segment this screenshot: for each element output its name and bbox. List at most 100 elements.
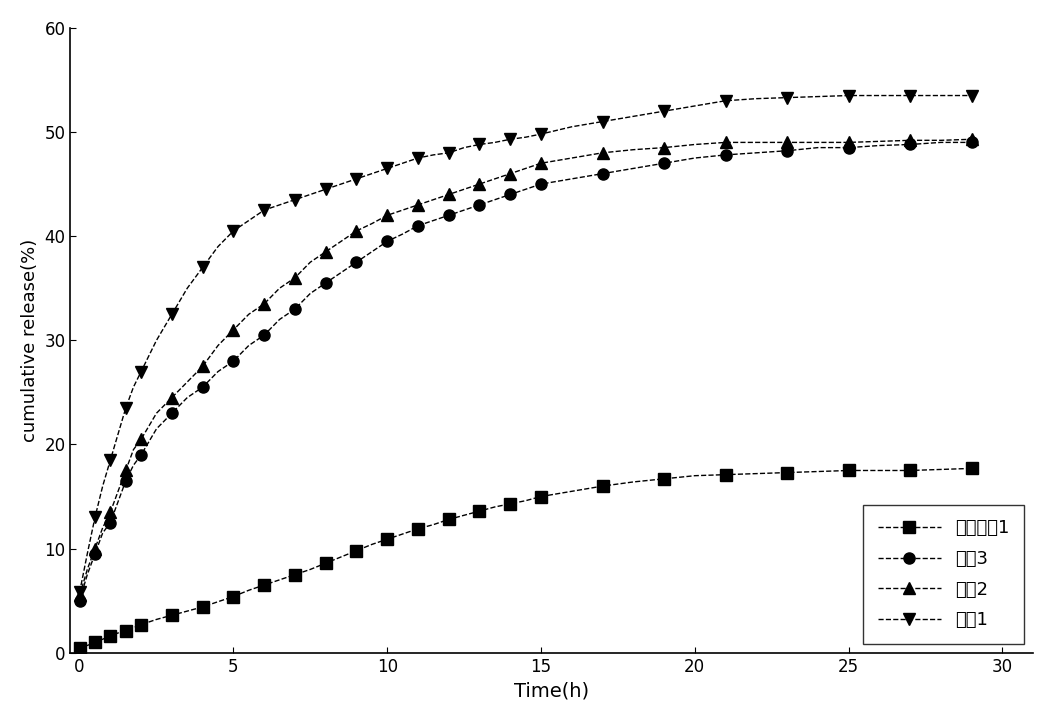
样品3 [627,164,640,173]
样品1 [412,154,425,162]
对比样品1 [443,515,455,523]
样品2 [258,299,271,308]
样品1 [534,130,547,138]
样品2 [489,174,502,183]
样品3 [935,138,948,147]
样品1 [319,185,332,194]
样品1 [258,205,271,214]
样品2 [350,226,363,235]
对比样品1 [750,469,763,478]
对比样品1 [719,470,731,479]
对比样品1 [227,592,239,601]
X-axis label: Time(h): Time(h) [514,681,589,700]
样品3 [489,195,502,204]
样品3 [504,190,516,199]
样品3 [150,425,162,433]
样品2 [873,137,885,146]
样品1 [504,135,516,143]
样品3 [135,451,148,459]
样品1 [212,242,225,251]
样品2 [242,310,255,319]
对比样品1 [289,570,301,579]
对比样品1 [965,464,978,473]
样品1 [520,133,532,141]
样品1 [719,97,731,105]
样品3 [366,247,378,256]
样品2 [457,185,470,194]
样品3 [597,169,609,178]
样品3 [903,140,916,149]
对比样品1 [135,620,148,629]
样品3 [534,180,547,188]
样品1 [96,482,109,490]
样品2 [396,205,409,214]
样品3 [565,174,578,183]
对比样品1 [74,643,86,652]
样品2 [380,211,393,220]
对比样品1 [273,575,286,584]
对比样品1 [457,511,470,520]
样品2 [750,138,763,147]
样品2 [289,273,301,282]
样品2 [212,341,225,350]
对比样品1 [504,500,516,508]
样品1 [89,513,101,522]
样品3 [412,221,425,230]
样品1 [366,169,378,178]
样品1 [128,383,140,392]
样品2 [935,136,948,145]
样品1 [165,310,178,319]
样品1 [273,200,286,209]
对比样品1 [196,603,209,611]
样品1 [688,102,701,110]
样品1 [242,216,255,225]
样品1 [965,92,978,100]
样品3 [289,305,301,314]
样品1 [150,336,162,345]
对比样品1 [412,524,425,533]
对比样品1 [873,466,885,475]
样品1 [443,149,455,157]
样品1 [81,549,94,558]
对比样品1 [473,507,486,516]
对比样品1 [658,474,670,483]
对比样品1 [812,467,824,476]
对比样品1 [150,615,162,624]
样品3 [812,143,824,152]
样品1 [427,151,440,159]
样品1 [627,112,640,120]
样品2 [427,195,440,204]
样品2 [150,409,162,417]
样品1 [181,284,194,293]
样品1 [873,92,885,100]
样品3 [242,341,255,350]
对比样品1 [350,547,363,555]
样品2 [597,149,609,157]
对比样品1 [489,503,502,511]
对比样品1 [258,580,271,589]
样品3 [335,268,348,277]
对比样品1 [781,468,794,477]
对比样品1 [242,586,255,595]
样品1 [597,118,609,126]
样品2 [658,143,670,152]
Line: 样品3: 样品3 [74,137,977,606]
样品1 [74,588,86,597]
样品1 [565,123,578,131]
样品1 [289,195,301,204]
样品1 [903,92,916,100]
样品3 [443,211,455,220]
样品2 [412,200,425,209]
样品3 [304,289,316,298]
样品1 [135,367,148,376]
对比样品1 [380,535,393,544]
样品1 [489,138,502,147]
样品1 [112,430,124,438]
样品1 [457,143,470,152]
样品1 [350,174,363,183]
样品3 [750,149,763,157]
样品3 [227,357,239,366]
样品3 [457,205,470,214]
样品3 [396,230,409,239]
样品3 [688,154,701,162]
